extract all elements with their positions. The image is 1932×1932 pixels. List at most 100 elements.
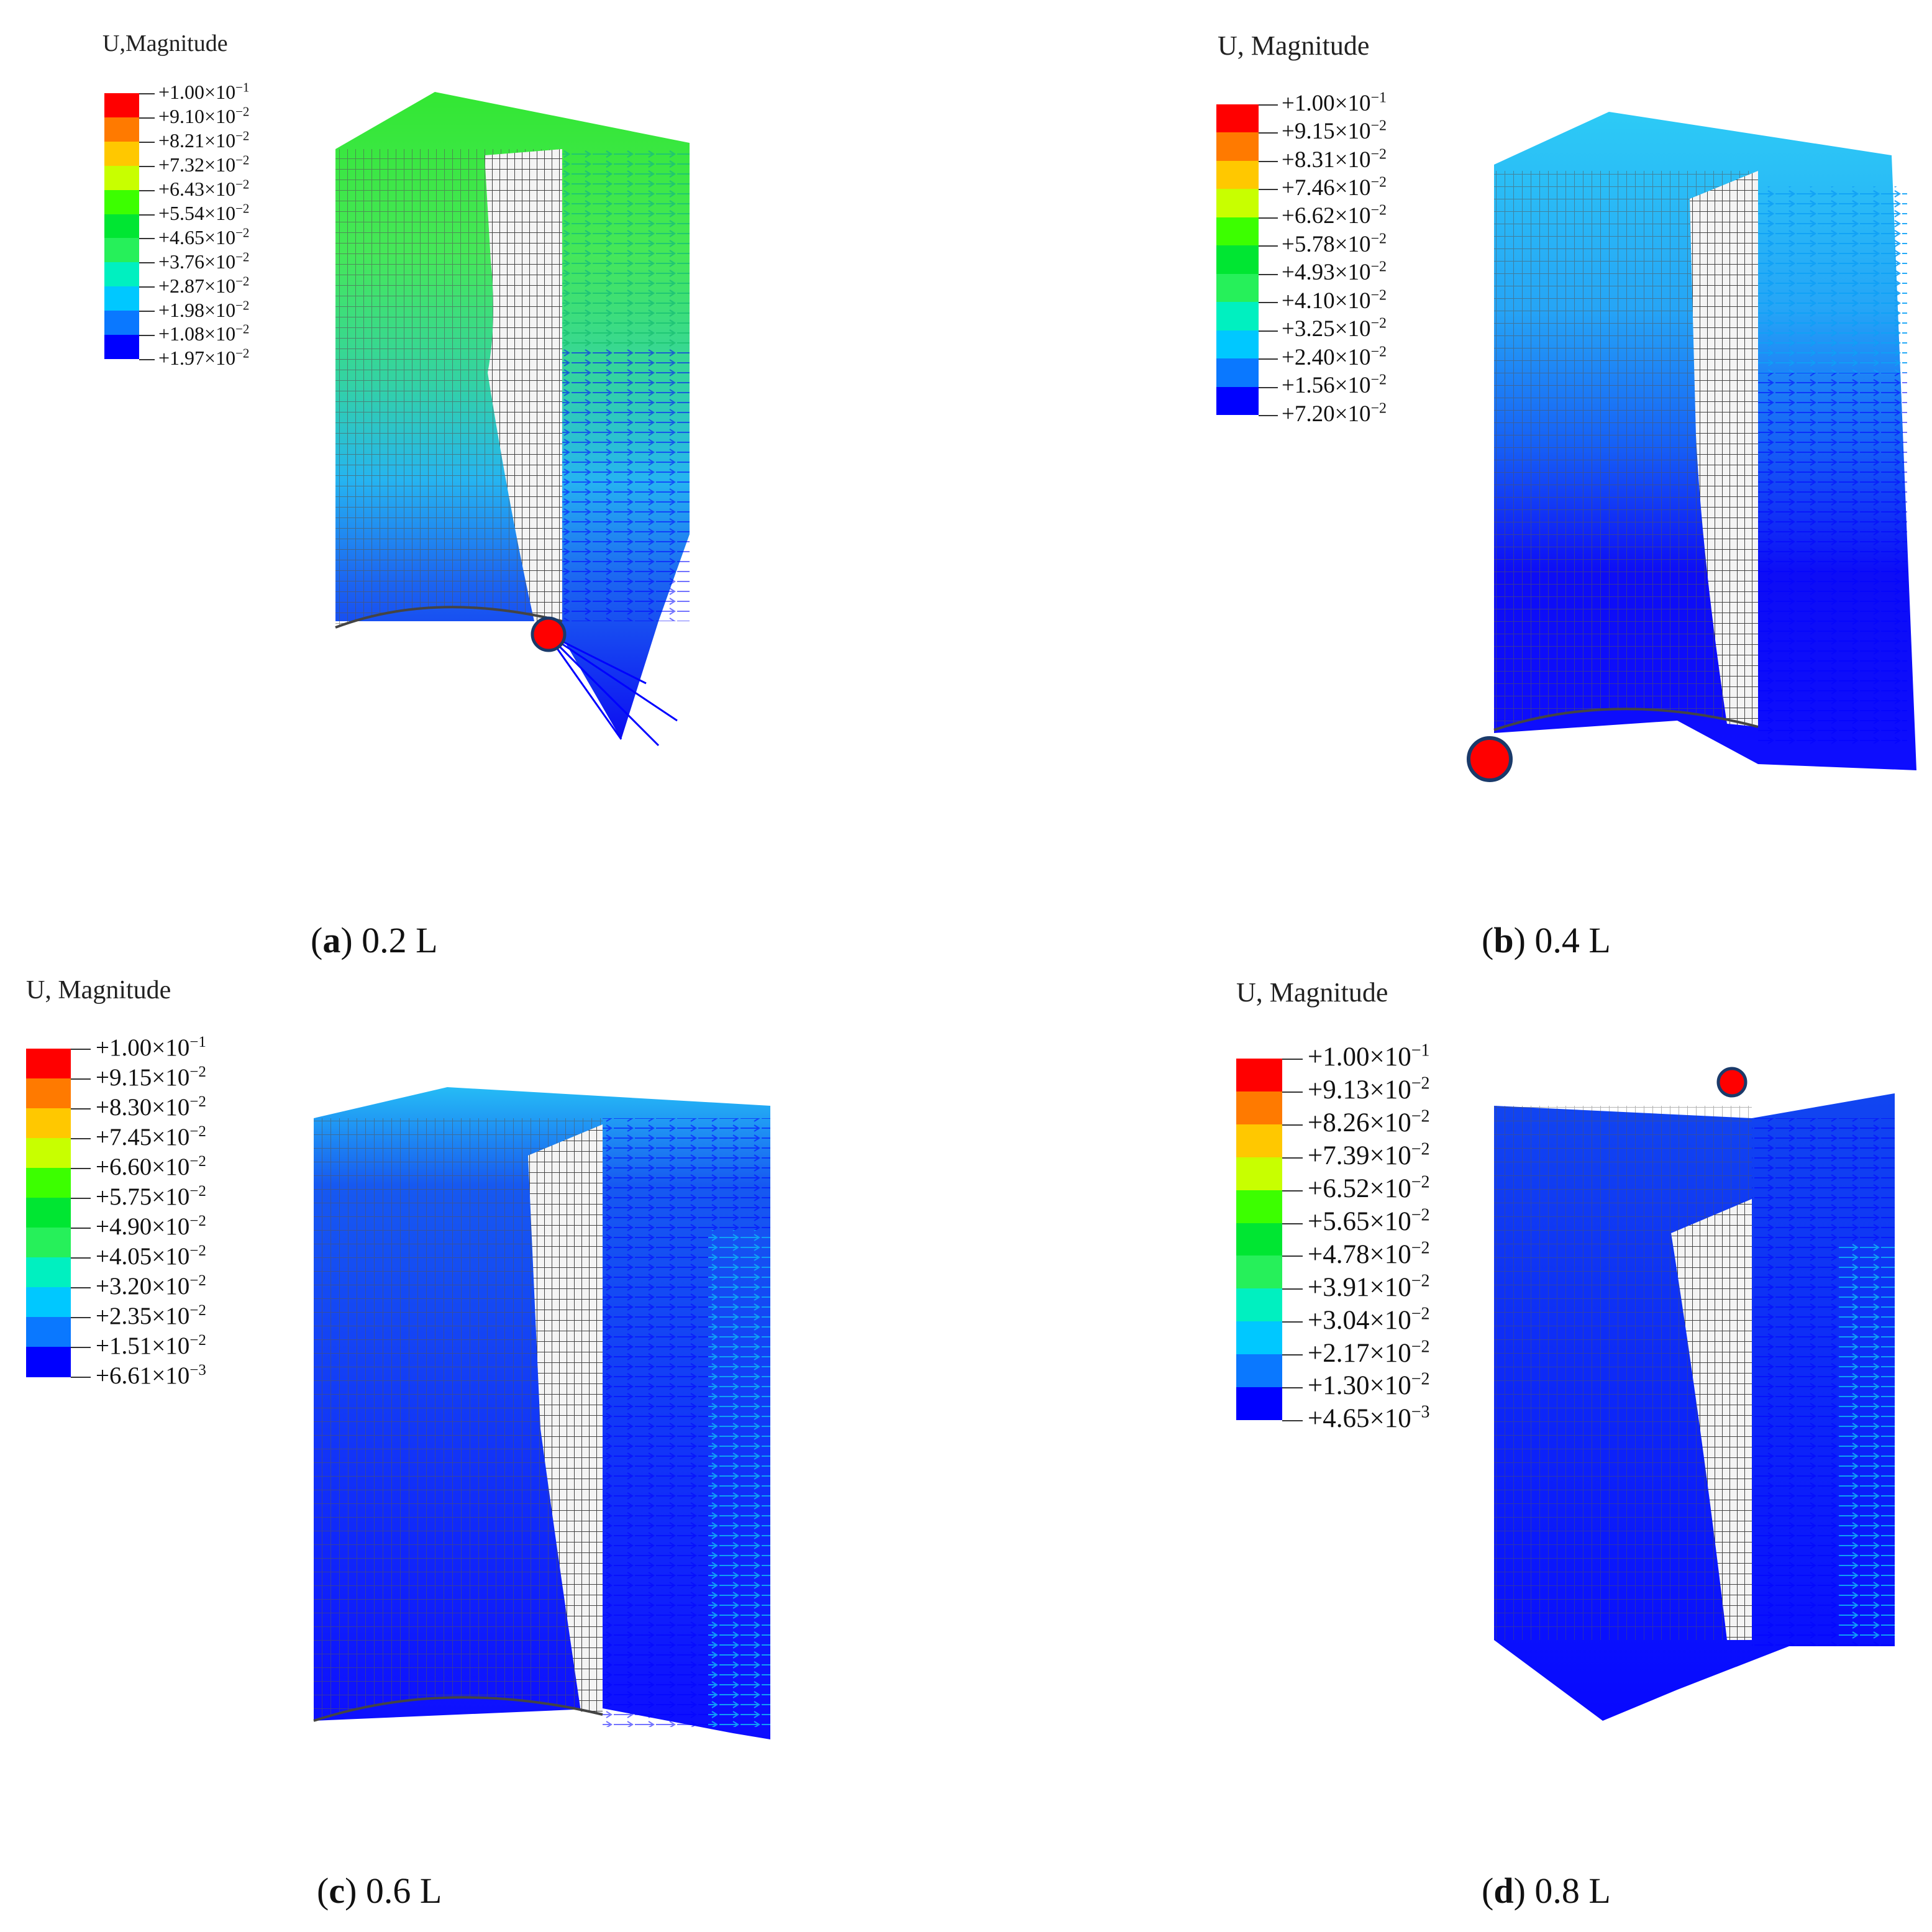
legend-swatch (1236, 1255, 1282, 1289)
legend-tick (71, 1168, 91, 1169)
legend-tick (139, 335, 155, 337)
legend-swatch (26, 1228, 71, 1258)
legend-label: +7.39×10−2 (1308, 1139, 1430, 1171)
legend-swatch (1236, 1124, 1282, 1158)
legend-label: +5.65×10−2 (1308, 1205, 1430, 1236)
legend-label: +9.15×10−2 (96, 1063, 206, 1091)
legend-swatch (26, 1108, 71, 1139)
legend-label: +8.21×10−2 (158, 128, 250, 152)
legend-swatch (26, 1287, 71, 1318)
base-arrows-a (545, 632, 678, 747)
caption-a: (a) 0.2 L (311, 920, 438, 960)
legend-label: +8.31×10−2 (1282, 146, 1387, 173)
wall-base-curve-b (1493, 708, 1759, 731)
legend-label: +1.51×10−2 (96, 1331, 206, 1359)
legend-tick (71, 1377, 91, 1378)
legend-tick (1259, 415, 1278, 416)
legend-tick (139, 117, 155, 119)
legend-tick (1282, 1420, 1303, 1421)
arrow-field-top-a (559, 149, 690, 348)
legend-tick (1259, 245, 1278, 247)
legend-swatch (1216, 217, 1259, 246)
marker-point-d (1716, 1067, 1747, 1098)
legend-swatch (104, 214, 139, 239)
legend-swatch (1236, 1157, 1282, 1191)
diaphragm-wall-c (528, 1124, 603, 1715)
caption-text-c: 0.6 L (357, 1870, 442, 1911)
legend-title-c: U, Magnitude (26, 976, 171, 1005)
legend-swatch (104, 117, 139, 142)
legend-label: +4.78×10−2 (1308, 1238, 1430, 1269)
legend-label: +6.52×10−2 (1308, 1172, 1430, 1203)
legend-swatch (1216, 160, 1259, 189)
legend-swatch (1236, 1321, 1282, 1355)
legend-swatch (1236, 1354, 1282, 1388)
legend-label: +6.60×10−2 (96, 1152, 206, 1180)
legend-label: +1.30×10−2 (1308, 1370, 1430, 1401)
legend-label: +4.93×10−2 (1282, 259, 1387, 286)
legend-tick (1282, 1223, 1303, 1224)
legend-swatch (26, 1078, 71, 1109)
model-b (1467, 112, 1916, 782)
legend-swatch (1236, 1288, 1282, 1322)
caption-b: (b) 0.4 L (1482, 920, 1611, 960)
legend-tick (71, 1317, 91, 1318)
legend-swatch (104, 189, 139, 215)
legend-label: +7.32×10−2 (158, 152, 250, 176)
model-d (1494, 1067, 1895, 1721)
legend-label: +1.00×10−1 (96, 1033, 206, 1061)
legend-swatch (1216, 358, 1259, 388)
caption-d: (d) 0.8 L (1482, 1870, 1611, 1911)
legend-tick (1259, 132, 1278, 134)
legend-label: +4.10×10−2 (1282, 287, 1387, 314)
legend-tick (71, 1108, 91, 1110)
legend-tick (71, 1138, 91, 1139)
arrow-field-edge-c (708, 1230, 770, 1727)
legend-swatch (1236, 1223, 1282, 1256)
legend-tick (71, 1287, 91, 1288)
legend-label: +1.98×10−2 (158, 297, 250, 321)
legend-swatch (1216, 104, 1259, 133)
legend-tick (139, 165, 155, 167)
legend-label: +4.65×10−2 (158, 225, 250, 248)
legend-tick (139, 214, 155, 216)
legend-tick (1259, 386, 1278, 388)
legend-label: +3.04×10−2 (1308, 1304, 1430, 1335)
legend-label: +2.87×10−2 (158, 273, 250, 297)
legend-label: +6.61×10−3 (96, 1361, 206, 1389)
legend-label: +8.30×10−2 (96, 1093, 206, 1121)
legend-swatch (26, 1198, 71, 1228)
legend-tick (71, 1257, 91, 1259)
legend-label: +2.17×10−2 (1308, 1337, 1430, 1368)
legend-tick (71, 1347, 91, 1348)
legend-swatch (1216, 189, 1259, 218)
legend-swatch (1236, 1190, 1282, 1224)
diaphragm-wall-a (485, 149, 562, 621)
legend-tick (139, 311, 155, 312)
legend-tick (1282, 1190, 1303, 1192)
legend-tick (1282, 1387, 1303, 1389)
legend-label: +3.20×10−2 (96, 1272, 206, 1300)
mesh-back-b (1494, 171, 1758, 730)
legend-label: +4.65×10−3 (1308, 1403, 1430, 1434)
legend-label: +5.78×10−2 (1282, 230, 1387, 257)
legend-label: +5.75×10−2 (96, 1182, 206, 1210)
legend-tick (1259, 189, 1278, 191)
legend-label: +1.00×10−1 (1308, 1041, 1430, 1072)
caption-letter-a: a (322, 920, 341, 960)
legend-label: +1.08×10−2 (158, 321, 250, 345)
legend-tick (1282, 1288, 1303, 1290)
legend-swatch (26, 1257, 71, 1288)
legend-tick (1282, 1091, 1303, 1093)
legend-label: +5.54×10−2 (158, 201, 250, 224)
legend-title-a: U,Magnitude (103, 30, 228, 57)
legend-label: +1.00×10−1 (158, 80, 250, 104)
marker-point-b (1467, 736, 1513, 782)
legend-swatch (1216, 330, 1259, 359)
legend-swatch (1216, 132, 1259, 162)
legend-swatch (26, 1168, 71, 1198)
legend-tick (139, 262, 155, 264)
legend-swatch (104, 335, 139, 360)
legend-swatch (104, 165, 139, 191)
arrow-field-edge-d (1839, 1242, 1895, 1640)
